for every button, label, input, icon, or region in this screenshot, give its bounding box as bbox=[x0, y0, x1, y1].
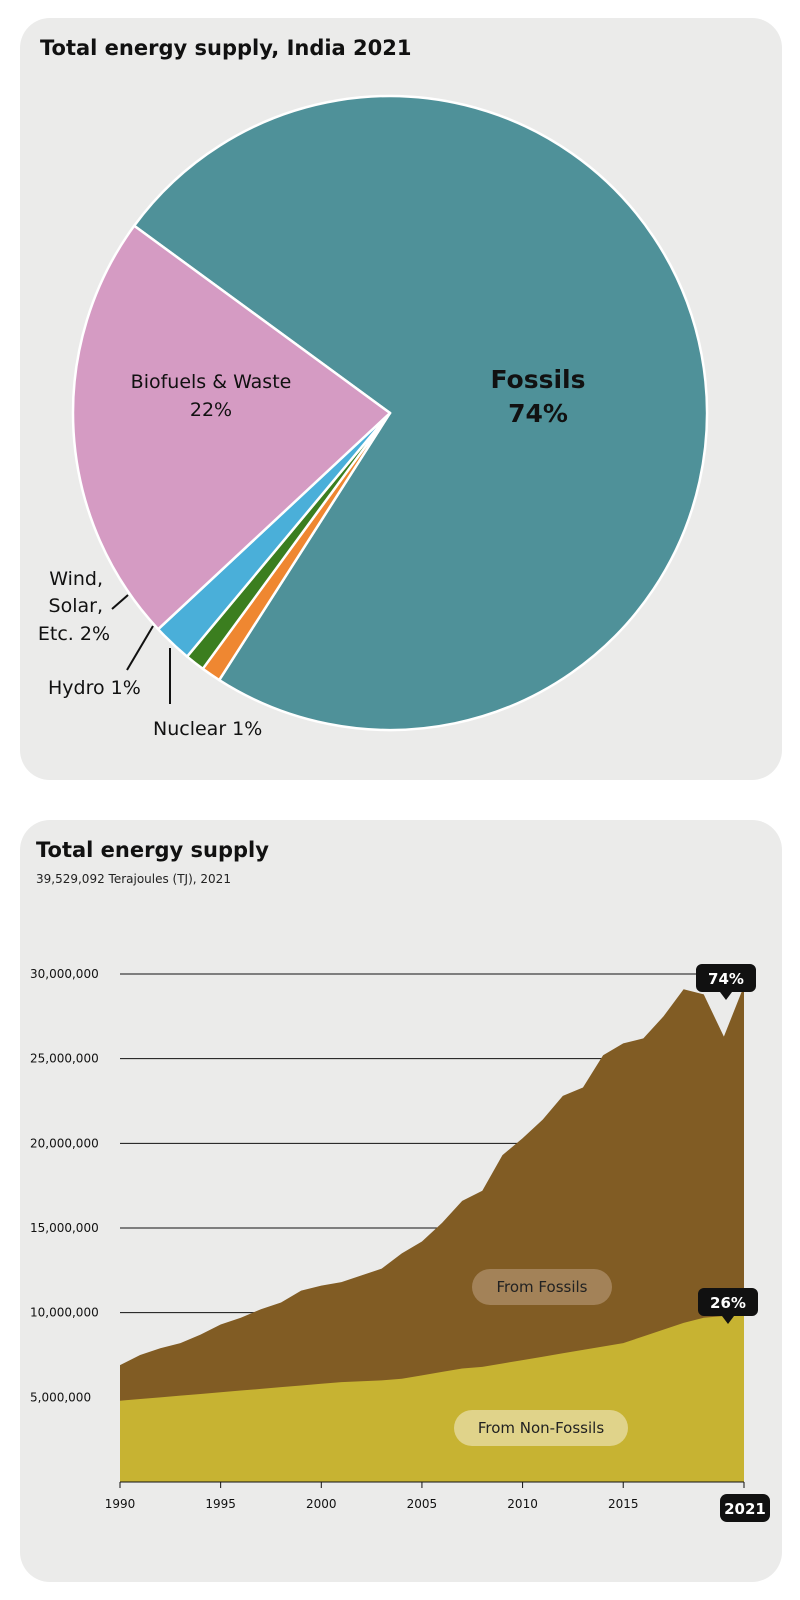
non-fossils-series-label: From Non-Fossils bbox=[454, 1410, 628, 1446]
svg-text:2021: 2021 bbox=[724, 1500, 766, 1518]
wind-solar-label-line1: Wind, bbox=[49, 568, 103, 590]
wind-leader-line bbox=[111, 594, 129, 610]
x-tick-label: 2015 bbox=[608, 1497, 639, 1511]
pie-chart: Fossils 74% Biofuels & Waste 22% Wind, Solar,… bbox=[38, 94, 709, 740]
biofuels-label: Biofuels & Waste bbox=[131, 371, 292, 393]
y-tick-label: 30,000,000 bbox=[30, 967, 99, 981]
biofuels-value: 22% bbox=[190, 399, 232, 421]
pie-slice-biofuels-waste bbox=[71, 224, 392, 631]
svg-text:74%: 74% bbox=[708, 970, 744, 988]
pie-slice-fossils bbox=[132, 94, 709, 732]
wind-solar-label-line3: Etc. 2% bbox=[38, 623, 110, 645]
area-chart-subtitle: 39,529,092 Terajoules (TJ), 2021 bbox=[36, 872, 231, 886]
fossils-value: 74% bbox=[508, 399, 568, 428]
y-tick-label: 10,000,000 bbox=[30, 1306, 99, 1320]
x-tick-label: 1995 bbox=[205, 1497, 236, 1511]
x-tick-label: 2010 bbox=[507, 1497, 538, 1511]
x-tick-label: 2000 bbox=[306, 1497, 337, 1511]
pie-chart-card: Total energy supply, India 2021 Fossils 7… bbox=[20, 18, 782, 780]
svg-text:From Fossils: From Fossils bbox=[497, 1278, 588, 1296]
y-tick-label: 20,000,000 bbox=[30, 1136, 99, 1150]
x-tick-label: 1990 bbox=[105, 1497, 136, 1511]
pie-chart-title: Total energy supply, India 2021 bbox=[40, 36, 412, 60]
hydro-label: Hydro 1% bbox=[48, 677, 141, 699]
area-chart: 5,000,000 10,000,000 15,000,000 20,000,000 2… bbox=[30, 964, 770, 1522]
svg-text:26%: 26% bbox=[710, 1294, 746, 1312]
y-tick-label: 15,000,000 bbox=[30, 1221, 99, 1235]
y-tick-label: 5,000,000 bbox=[30, 1390, 91, 1404]
area-chart-title: Total energy supply bbox=[36, 838, 269, 862]
non-fossils-end-label: 26% bbox=[698, 1288, 758, 1324]
last-year-badge: 2021 bbox=[720, 1494, 770, 1522]
x-tick-label: 2005 bbox=[407, 1497, 438, 1511]
y-tick-label: 25,000,000 bbox=[30, 1052, 99, 1066]
hydro-leader-line bbox=[126, 625, 154, 671]
fossils-series-label: From Fossils bbox=[472, 1269, 612, 1305]
fossils-label: Fossils bbox=[490, 365, 585, 394]
nuclear-label: Nuclear 1% bbox=[153, 718, 262, 740]
wind-solar-label-line2: Solar, bbox=[49, 595, 103, 617]
fossils-end-label: 74% bbox=[696, 964, 756, 1000]
svg-text:From Non-Fossils: From Non-Fossils bbox=[478, 1419, 604, 1437]
area-chart-card: Total energy supply 39,529,092 Terajoule… bbox=[20, 820, 782, 1582]
